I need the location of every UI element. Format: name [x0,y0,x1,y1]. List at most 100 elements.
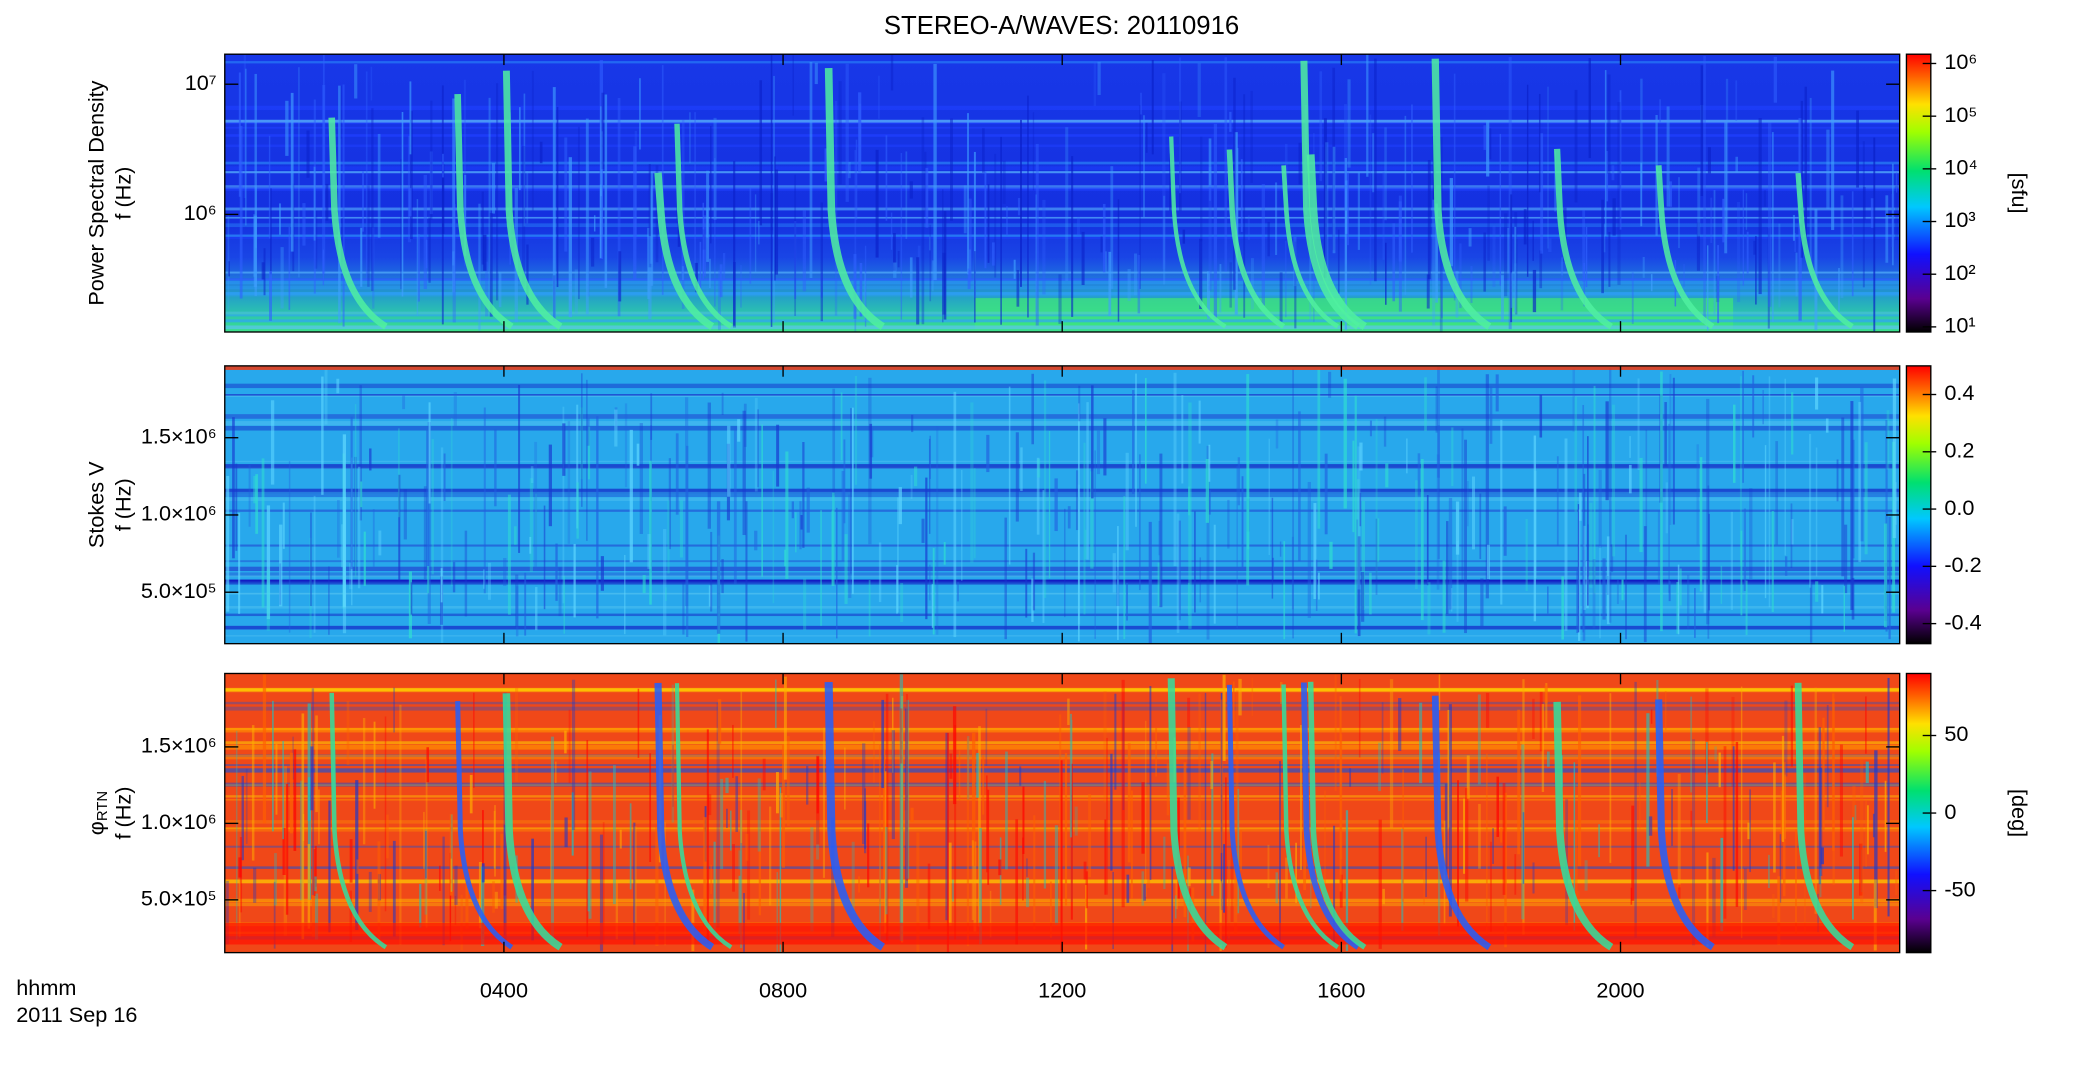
spectrogram-texture [1085,885,1088,950]
spectrogram-texture [370,66,373,101]
spectrogram-texture [1859,843,1863,896]
spectrogram-texture [1016,270,1020,307]
spectrogram-texture [1329,541,1333,569]
spectrogram-texture [591,237,595,267]
spectrogram-texture [619,829,622,849]
spectrogram-texture [1369,114,1372,285]
spectrogram-texture [986,434,990,473]
spectrogram-texture [1692,739,1696,946]
spectrogram-texture [1059,714,1062,902]
spectrogram-texture [1453,73,1456,301]
spectrogram-texture [1468,228,1472,247]
spectrogram-texture [282,502,285,549]
spectrogram-texture [1208,184,1212,201]
spectrogram-texture [948,842,952,926]
spectrogram-texture [503,824,506,936]
spectrogram-texture [1814,687,1817,914]
spectrogram-texture [1102,203,1106,273]
spectrogram-texture [450,858,453,892]
spectrogram-texture [1163,195,1166,285]
spectrogram-texture [489,212,493,317]
spectrogram-texture [1820,847,1824,865]
spectrogram-texture [1514,226,1517,313]
spectrogram-texture [270,188,272,275]
spectrogram-texture [1357,446,1361,590]
spectrogram-texture [224,161,1900,165]
spectrogram-texture [929,564,931,601]
spectrogram-texture [809,61,813,278]
spectrogram-texture [417,234,420,302]
spectrogram-texture [1419,702,1423,784]
spectrogram-texture [1169,153,1172,211]
spectrogram-texture [275,744,278,815]
spectrogram-texture [273,881,276,949]
spectrogram-texture [1220,699,1224,853]
spectrogram-texture [1139,105,1141,289]
y-axis-label: Power Spectral Density [83,80,108,305]
spectrogram-texture [1710,197,1713,244]
spectrogram-texture [1489,841,1492,932]
spectrogram-texture [1539,691,1543,752]
spectrogram-texture [1042,490,1045,623]
spectrogram-texture [1432,199,1436,326]
burst-texture [1281,684,1339,950]
spectrogram-texture [1284,240,1287,318]
spectrogram-texture [1664,402,1667,467]
spectrogram-texture [1178,520,1181,621]
spectrogram-texture [679,500,683,558]
spectrogram-texture [1679,568,1682,606]
spectrogram-texture [816,820,820,860]
spectrogram-texture [832,388,836,496]
spectrogram-texture [1606,576,1609,595]
spectrogram-texture [1171,866,1174,952]
spectrogram-texture [885,693,889,941]
spectrogram-texture [494,805,496,877]
spectrogram-texture [952,706,957,805]
spectrogram-texture [571,679,576,831]
spectrogram-texture [1496,776,1499,837]
spectrogram-texture [1612,198,1616,236]
spectrogram-texture [449,814,453,896]
spectrogram-texture [270,400,275,485]
spectrogram-texture [496,83,499,301]
spectrogram-texture [564,137,568,252]
spectrogram-texture [1461,428,1464,581]
spectrogram-texture [816,756,819,814]
spectrogram-texture [232,417,235,559]
spectrogram-texture [706,729,709,944]
y-tick-label: 5.0×10⁵ [141,886,217,911]
burst-texture [1307,681,1367,950]
spectrogram-texture [1572,368,1576,432]
spectrogram-texture [245,68,247,226]
spectrogram-texture [864,788,866,849]
spectrogram-texture [1069,713,1072,838]
spectrogram-texture [721,559,724,594]
spectrogram-texture [318,789,320,845]
spectrogram-texture [945,732,949,921]
spectrogram-texture [518,384,521,553]
spectrogram-texture [328,800,331,933]
spectrogram-texture [1463,798,1466,874]
spectrogram-texture [1035,143,1039,326]
colorbar-tick-label: 0.2 [1944,438,1974,463]
spectrogram-texture [1780,790,1783,841]
spectrogram-texture [1008,386,1011,565]
spectrogram-texture [1740,686,1743,939]
spectrogram-texture [1470,265,1473,303]
spectrogram-texture [642,575,646,594]
spectrogram-texture [769,806,772,906]
spectrogram-texture [1619,90,1622,230]
spectrogram-texture [774,156,776,281]
spectrogram-texture [372,227,375,309]
spectrogram-texture [1764,445,1767,599]
spectrogram-texture [1666,106,1670,207]
spectrogram-texture [1735,80,1738,121]
colorbar-tick-label: 0.0 [1944,495,1974,520]
spectrogram-texture [224,171,1900,174]
spectrogram-texture [740,264,742,308]
spectrogram-texture [885,135,888,221]
spectrogram-texture [596,416,599,619]
spectrogram-texture [900,582,904,622]
spectrogram-texture [614,409,618,447]
spectrogram-texture [1582,404,1585,633]
